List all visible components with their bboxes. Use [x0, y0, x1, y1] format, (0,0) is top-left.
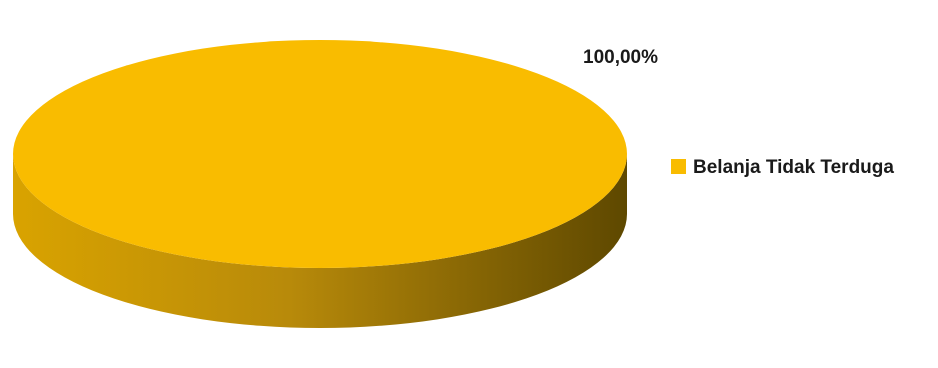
pie-slice [13, 40, 627, 268]
legend: Belanja Tidak Terduga [671, 157, 894, 178]
pie-slice-side [13, 154, 627, 328]
data-label: 100,00% [583, 47, 658, 68]
legend-label: Belanja Tidak Terduga [693, 157, 894, 178]
legend-swatch [671, 159, 686, 174]
pie-slices [13, 40, 627, 328]
